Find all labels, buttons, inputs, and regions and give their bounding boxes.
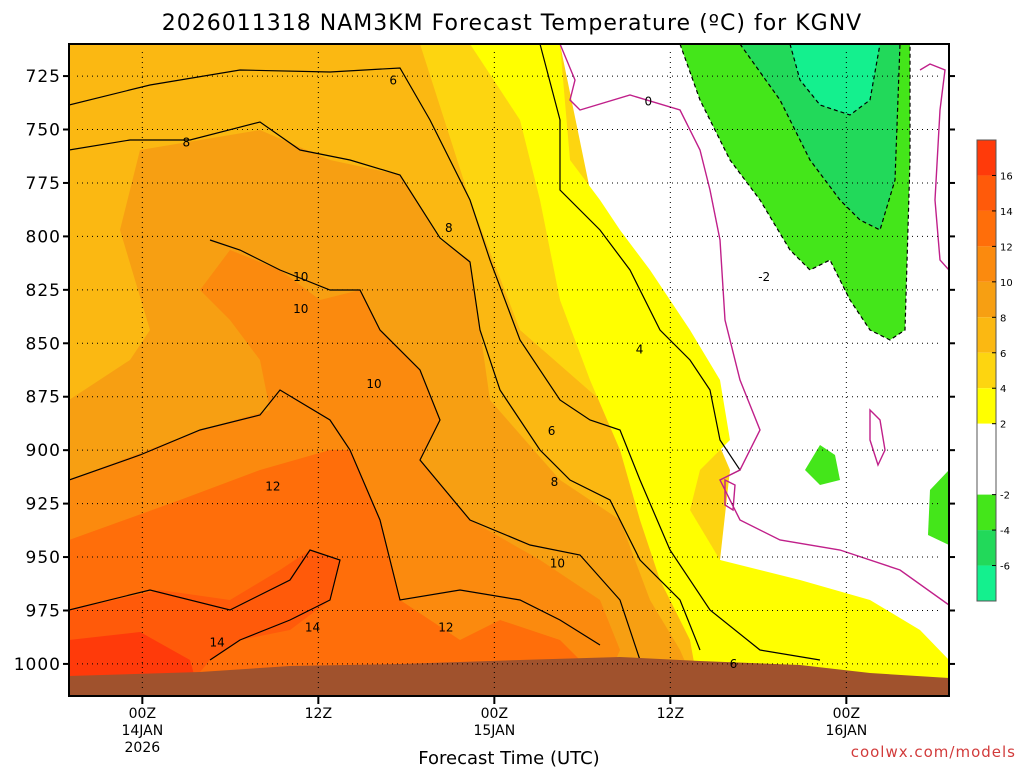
x-tick-label: 12Z: [305, 706, 332, 722]
y-tick-label: 975: [26, 601, 61, 621]
x-tick-label: 00Z: [481, 706, 508, 722]
plot-frame: [68, 43, 950, 697]
colorbar-frame: [976, 139, 997, 602]
colorbar-bin: [977, 494, 996, 531]
colorbar-bin: [977, 352, 996, 389]
x-tick-label: 16JAN: [825, 723, 867, 739]
contour-label: 14: [305, 621, 320, 635]
contour-label: 10: [550, 556, 565, 570]
x-tick-label: 00Z: [833, 706, 860, 722]
contour-label: 6: [389, 73, 397, 87]
terrain-shading: [69, 657, 949, 696]
x-tick-label: 14JAN: [121, 723, 163, 739]
contour-label: 8: [445, 221, 453, 235]
y-tick-label: 850: [26, 334, 61, 354]
y-tick-label: 900: [26, 441, 61, 461]
colorbar-tick-label: 6: [1000, 349, 1006, 360]
colorbar-tick-label: 16: [1000, 171, 1013, 182]
colorbar: 16 14 12 10 8 6 4 2 -2 -4 -6: [976, 139, 1013, 602]
colorbar-bin: [977, 140, 996, 176]
colorbar-bin: [977, 281, 996, 318]
y-tick-label: 750: [26, 121, 61, 141]
y-tick-label: 875: [26, 388, 61, 408]
contour-labels: 6 8 8 10 10 10 12 14 14 12 10 8 6 4 0 -2 6: [183, 73, 771, 671]
contour-label: 6: [548, 424, 556, 438]
x-tick-label: 2026: [125, 740, 161, 756]
x-tick-label: 15JAN: [473, 723, 515, 739]
colorbar-tick-label: 2: [1000, 420, 1006, 431]
contour-label: 14: [209, 636, 224, 650]
colorbar-bin: [977, 210, 996, 247]
contour-label: 4: [636, 343, 644, 357]
y-axis: 725 750 775 800 825 850 875 900 925 950 975 1000: [14, 67, 955, 675]
colorbar-bin: [977, 388, 996, 424]
contour-label: -2: [758, 270, 770, 284]
colorbar-tick-label: -6: [1000, 562, 1010, 573]
contour-label: 0: [645, 95, 653, 109]
y-tick-label: 725: [26, 67, 61, 87]
contour-label: 8: [551, 475, 559, 489]
colorbar-bin: [977, 246, 996, 282]
temperature-field: [69, 44, 949, 696]
y-tick-label: 825: [26, 281, 61, 301]
colorbar-tick-label: 12: [1000, 242, 1013, 253]
contour-label: 8: [183, 135, 191, 149]
credit-text: coolwx.com/models: [851, 743, 1016, 761]
chart-title: 2026011318 NAM3KM Forecast Temperature (…: [162, 11, 862, 36]
colorbar-bin: [977, 175, 996, 211]
y-tick-label: 800: [26, 227, 61, 247]
contour-label: 12: [265, 480, 280, 494]
y-tick-label: 1000: [14, 655, 61, 675]
contour-label: 10: [293, 302, 308, 316]
colorbar-bin: [977, 317, 996, 353]
y-tick-label: 775: [26, 174, 61, 194]
x-axis-title: Forecast Time (UTC): [418, 748, 599, 768]
y-tick-label: 950: [26, 548, 61, 568]
colorbar-bin: [977, 423, 996, 495]
x-tick-label: 00Z: [129, 706, 156, 722]
contour-label: 10: [293, 270, 308, 284]
colorbar-tick-label: 8: [1000, 313, 1006, 324]
colorbar-tick-label: 4: [1000, 384, 1006, 395]
colorbar-bin: [977, 565, 996, 601]
colorbar-bin: [977, 530, 996, 566]
colorbar-tick-label: 14: [1000, 207, 1013, 218]
x-tick-label: 12Z: [657, 706, 684, 722]
contour-label: 10: [366, 377, 381, 391]
colorbar-tick-label: -2: [1000, 491, 1010, 502]
contour-label: 6: [730, 657, 738, 671]
y-tick-label: 925: [26, 495, 61, 515]
grid-lines: [77, 52, 941, 688]
colorbar-tick-label: 10: [1000, 278, 1013, 289]
contour-label: 12: [438, 621, 453, 635]
colorbar-tick-label: -4: [1000, 526, 1010, 537]
